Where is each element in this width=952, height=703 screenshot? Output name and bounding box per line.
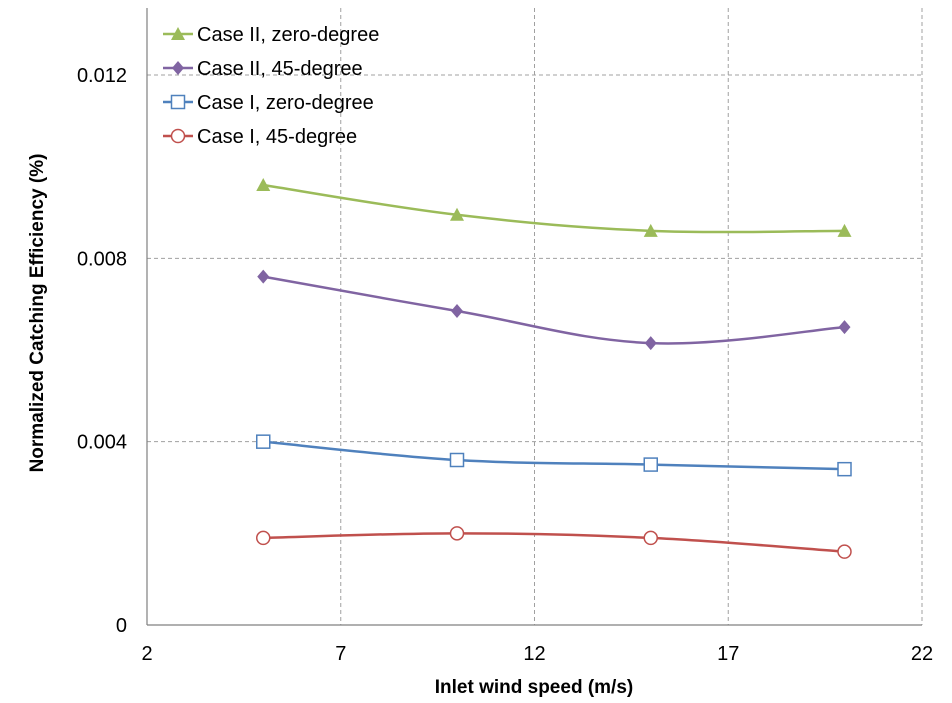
data-point bbox=[256, 434, 271, 449]
x-tick-label: 22 bbox=[911, 643, 933, 665]
legend: Case II, zero-degree Case II, 45-degree Ca… bbox=[163, 24, 379, 148]
data-point bbox=[449, 526, 465, 541]
data-point bbox=[644, 336, 657, 351]
legend-marker bbox=[170, 94, 186, 110]
legend-label: Case I, 45-degree bbox=[197, 126, 357, 148]
series bbox=[256, 178, 852, 559]
data-point bbox=[257, 269, 270, 284]
data-point bbox=[449, 452, 465, 468]
series-line bbox=[263, 532, 845, 553]
legend-item: Case I, 45-degree bbox=[163, 126, 357, 148]
legend-label: Case II, 45-degree bbox=[197, 58, 363, 80]
data-point bbox=[256, 530, 271, 546]
x-tick-label: 17 bbox=[717, 643, 739, 665]
data-point bbox=[643, 530, 658, 546]
legend-label: Case I, zero-degree bbox=[197, 92, 374, 114]
y-tick-label: 0 bbox=[116, 615, 127, 637]
data-point bbox=[643, 457, 658, 472]
series-3 bbox=[256, 526, 852, 559]
data-point bbox=[837, 223, 852, 237]
grid bbox=[147, 8, 923, 625]
data-point bbox=[643, 223, 658, 237]
legend-item: Case I, zero-degree bbox=[163, 92, 374, 114]
data-point bbox=[256, 178, 271, 191]
legend-marker bbox=[171, 27, 185, 40]
series-1 bbox=[257, 269, 851, 351]
legend-item: Case II, 45-degree bbox=[163, 58, 363, 80]
axes bbox=[146, 8, 922, 626]
legend-marker bbox=[170, 128, 186, 144]
x-axis-title: Inlet wind speed (m/s) bbox=[435, 677, 633, 698]
legend-marker bbox=[172, 61, 184, 75]
legend-label: Case II, zero-degree bbox=[197, 24, 379, 46]
series-line bbox=[263, 183, 845, 234]
data-point bbox=[837, 461, 852, 477]
y-tick-label: 0.004 bbox=[77, 432, 127, 454]
data-point bbox=[838, 320, 851, 335]
tick-labels: 2 7 12 17 22 0 0.004 0.008 0.012 bbox=[77, 65, 933, 665]
series-line bbox=[263, 275, 845, 345]
data-point bbox=[450, 207, 464, 221]
data-point bbox=[451, 304, 463, 319]
x-tick-label: 12 bbox=[523, 643, 545, 665]
y-tick-label: 0.012 bbox=[77, 65, 127, 87]
series-2 bbox=[256, 434, 852, 477]
series-line bbox=[263, 440, 845, 471]
data-point bbox=[837, 544, 852, 559]
y-tick-label: 0.008 bbox=[77, 248, 127, 270]
series-0 bbox=[256, 178, 852, 237]
y-axis-title: Normalized Catching Efficiency (%) bbox=[27, 154, 48, 473]
legend-item: Case II, zero-degree bbox=[163, 24, 379, 46]
x-tick-label: 7 bbox=[335, 643, 346, 665]
x-tick-label: 2 bbox=[141, 643, 152, 665]
